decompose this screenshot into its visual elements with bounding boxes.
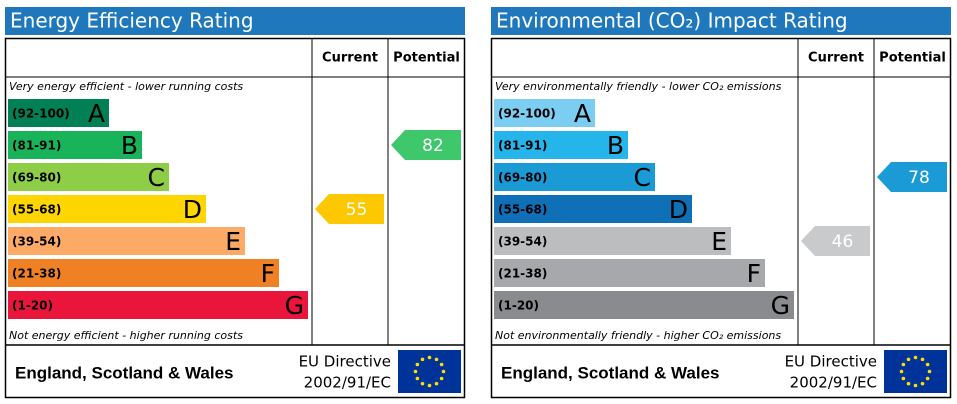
rating-band (8, 163, 169, 191)
rating-band (8, 195, 206, 223)
eu-star (415, 376, 420, 381)
band-range: (69-80) (498, 171, 547, 185)
eu-star (413, 369, 418, 374)
eu-star (439, 376, 444, 381)
directive-number: 2002/91/EC (790, 374, 877, 392)
eu-star (925, 376, 930, 381)
rating-value: 82 (422, 136, 444, 156)
band-letter: D (669, 195, 688, 224)
eu-star (434, 357, 439, 362)
band-range: (55-68) (498, 203, 547, 217)
note: Very environmentally friendly - lower CO… (495, 80, 782, 93)
band-letter: C (148, 163, 165, 192)
eu-star (441, 369, 446, 374)
band-range: (1-20) (12, 299, 53, 313)
band-letter: E (711, 227, 727, 256)
title-bar (491, 7, 951, 35)
rating-band (8, 291, 308, 319)
rating-value: 55 (346, 200, 368, 220)
rating-band (8, 227, 245, 255)
eu-star (925, 362, 930, 367)
directive-number: 2002/91/EC (304, 374, 391, 392)
eu-star (420, 357, 425, 362)
band-letter: C (634, 163, 651, 192)
rating-band (494, 227, 731, 255)
rating-band (494, 163, 655, 191)
band-letter: F (747, 259, 761, 288)
band-range: (92-100) (498, 107, 556, 121)
rating-band (494, 291, 794, 319)
column-header: Potential (879, 51, 946, 66)
note: Not environmentally friendly - higher CO… (495, 329, 781, 342)
eu-star (420, 381, 425, 386)
eu-star (439, 362, 444, 367)
eu-star (415, 362, 420, 367)
rating-arrow (801, 226, 870, 256)
rating-band (494, 99, 595, 127)
region: England, Scotland & Wales (15, 363, 234, 382)
note: Not energy efficient - higher running co… (9, 329, 243, 342)
band-range: (69-80) (12, 171, 61, 185)
rating-band (8, 259, 279, 287)
band-range: (1-20) (498, 299, 539, 313)
eu-star (920, 381, 925, 386)
eu-star (927, 369, 932, 374)
rating-band (494, 259, 765, 287)
band-letter: B (121, 131, 138, 160)
band-range: (39-54) (498, 235, 547, 249)
eu-star (901, 376, 906, 381)
eu-star (901, 362, 906, 367)
directive: EU Directive (785, 353, 877, 371)
rating-arrow (391, 130, 461, 160)
rating-band (494, 195, 692, 223)
rating-arrow (877, 162, 947, 192)
band-range: (81-91) (12, 139, 61, 153)
panel-box (490, 37, 952, 399)
band-letter: B (607, 131, 624, 160)
rating-value: 78 (908, 168, 930, 188)
eu-star (906, 357, 911, 362)
directive: EU Directive (299, 353, 391, 371)
rating-band (494, 131, 628, 159)
band-letter: A (88, 99, 105, 128)
region: England, Scotland & Wales (501, 363, 720, 382)
band-letter: A (574, 99, 591, 128)
column-header: Current (322, 51, 378, 66)
eu-star (913, 355, 918, 360)
eu-star (434, 381, 439, 386)
eu-star (899, 369, 904, 374)
band-letter: D (183, 195, 202, 224)
band-letter: F (261, 259, 275, 288)
eu-star (906, 381, 911, 386)
band-range: (21-38) (12, 267, 61, 281)
eu-star (427, 383, 432, 388)
band-letter: E (225, 227, 241, 256)
panel-title: Environmental (CO₂) Impact Rating (496, 9, 848, 33)
panel-title: Energy Efficiency Rating (10, 9, 254, 33)
column-header: Current (808, 51, 864, 66)
rating-arrow (315, 194, 384, 224)
title-bar (5, 7, 465, 35)
panel-box (4, 37, 466, 399)
band-range: (81-91) (498, 139, 547, 153)
eu-star (920, 357, 925, 362)
band-range: (55-68) (12, 203, 61, 217)
eu-star (913, 383, 918, 388)
band-range: (21-38) (498, 267, 547, 281)
rating-value: 46 (832, 232, 854, 252)
band-letter: G (771, 291, 790, 320)
rating-band (8, 99, 109, 127)
note: Very energy efficient - lower running co… (9, 80, 243, 93)
eu-star (427, 355, 432, 360)
rating-band (8, 131, 142, 159)
band-range: (92-100) (12, 107, 70, 121)
band-range: (39-54) (12, 235, 61, 249)
band-letter: G (285, 291, 304, 320)
column-header: Potential (393, 51, 460, 66)
